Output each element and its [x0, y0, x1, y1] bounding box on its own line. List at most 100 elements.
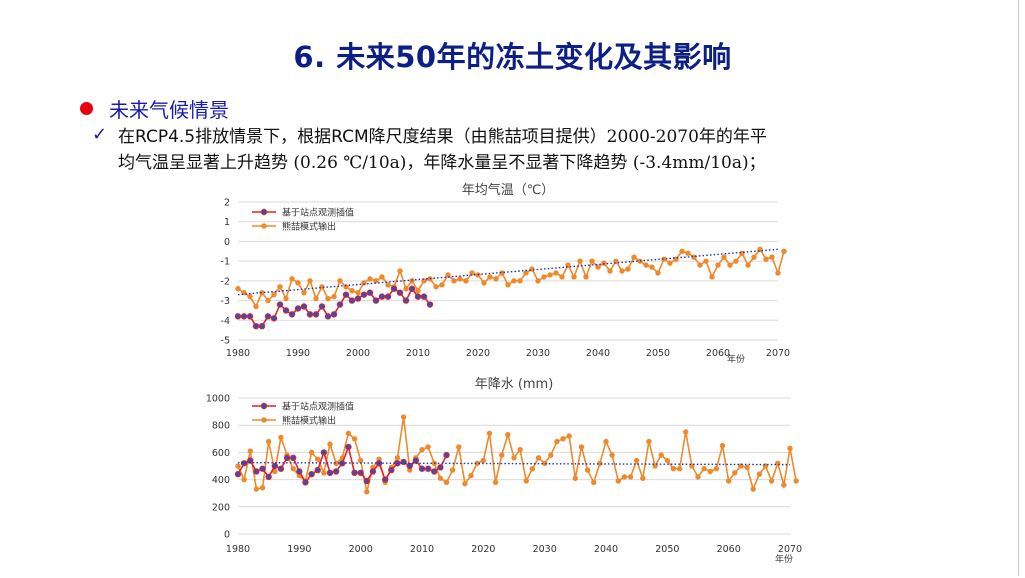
data-point-model: [577, 258, 583, 264]
data-point-model: [385, 282, 391, 288]
data-point-model: [265, 438, 272, 445]
data-point-model: [462, 480, 468, 487]
bullet-item: 未来气候情景: [80, 94, 229, 122]
data-point-model: [745, 262, 751, 268]
data-point-model: [493, 276, 499, 282]
data-point-model: [277, 284, 283, 290]
data-point-model: [349, 288, 355, 294]
y-tick-label: 600: [212, 448, 230, 459]
legend-marker-model: [261, 223, 267, 229]
data-point-observation: [240, 460, 248, 467]
data-point-model: [397, 268, 403, 274]
data-point-observation: [431, 468, 438, 475]
data-point-model: [571, 274, 577, 280]
data-point-observation: [336, 301, 344, 308]
data-point-model: [554, 438, 560, 445]
data-point-model: [733, 258, 739, 264]
data-point-model: [621, 474, 628, 480]
data-point-model: [732, 470, 738, 476]
data-point-model: [394, 455, 401, 461]
y-tick-label: 200: [212, 502, 230, 513]
x-tick-label: 2030: [526, 348, 550, 359]
data-point-model: [327, 441, 333, 447]
data-point-model: [781, 482, 787, 488]
data-point-model: [683, 429, 689, 435]
data-point-model: [511, 455, 517, 461]
data-point-model: [595, 264, 601, 270]
y-tick-label: -3: [221, 296, 230, 307]
data-point-model: [715, 262, 721, 268]
data-point-observation: [318, 303, 326, 310]
data-point-model: [517, 278, 523, 284]
x-tick-label: 2070: [766, 348, 790, 359]
data-point-model: [523, 270, 529, 276]
data-point-model: [517, 446, 523, 453]
data-point-model: [529, 466, 536, 472]
y-tick-label: -4: [221, 316, 230, 327]
data-point-model: [492, 479, 499, 486]
data-point-model: [679, 248, 685, 254]
bullet-dot-icon: [80, 101, 93, 115]
data-point-model: [572, 475, 579, 481]
data-point-model: [487, 274, 493, 280]
data-point-model: [235, 463, 241, 469]
data-point-model: [457, 276, 463, 282]
data-point-model: [643, 262, 649, 268]
data-point-model: [481, 280, 487, 286]
data-point-model: [566, 433, 572, 439]
y-tick-label: 0: [224, 530, 230, 541]
x-tick-label: 2030: [533, 544, 557, 555]
data-point-model: [547, 272, 553, 278]
data-point-model: [707, 468, 713, 475]
data-point-observation: [426, 301, 434, 308]
data-point-observation: [388, 466, 395, 474]
data-point-model: [474, 460, 480, 466]
data-point-model: [463, 278, 469, 284]
trend-line: [237, 248, 779, 296]
data-point-model: [756, 471, 763, 477]
data-point-observation: [283, 454, 291, 462]
data-point-model: [437, 475, 444, 481]
data-point-observation: [308, 470, 315, 478]
data-point-observation: [408, 285, 416, 292]
x-tick-label: 2070: [778, 544, 802, 555]
legend-marker-model: [261, 417, 267, 423]
data-point-observation: [424, 465, 432, 472]
data-point-model: [601, 260, 607, 266]
y-tick-label: 400: [212, 475, 230, 486]
x-tick-label: 1980: [226, 348, 250, 359]
data-point-model: [661, 256, 667, 262]
data-point-model: [421, 278, 427, 284]
data-point-model: [685, 250, 691, 256]
data-point-model: [725, 478, 732, 484]
data-point-model: [505, 282, 511, 288]
desc-part: 均气温呈显著上升趋势: [118, 153, 288, 173]
data-point-model: [313, 295, 319, 302]
x-tick-label: 2000: [349, 544, 373, 555]
legend-label-model: 熊喆模式输出: [282, 415, 336, 427]
data-point-observation: [406, 462, 413, 470]
data-point-model: [403, 286, 409, 292]
data-point-observation: [246, 313, 254, 320]
data-point-model: [259, 289, 265, 296]
data-point-model: [351, 436, 358, 442]
data-point-model: [775, 270, 781, 276]
data-point-model: [307, 278, 313, 284]
data-point-model: [701, 466, 707, 472]
data-point-model: [505, 432, 511, 438]
data-point-model: [373, 278, 379, 284]
data-point-observation: [277, 465, 285, 472]
legend-marker-observation: [260, 208, 268, 216]
data-point-model: [619, 268, 625, 274]
data-point-model: [655, 270, 661, 276]
data-point-model: [456, 444, 462, 450]
desc-years: 2000-2070: [606, 127, 699, 147]
data-point-model: [727, 262, 733, 268]
data-point-model: [523, 478, 529, 484]
data-point-observation: [420, 293, 428, 300]
desc-part: ，年降水量呈不显著下降趋势: [406, 153, 628, 173]
data-point-model: [631, 254, 637, 260]
data-point-model: [793, 478, 799, 484]
data-point-model: [667, 260, 673, 266]
